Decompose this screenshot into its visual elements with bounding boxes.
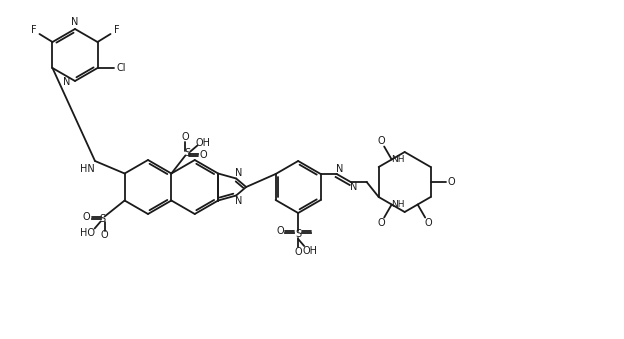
Text: S: S: [100, 215, 105, 224]
Text: S: S: [184, 147, 190, 158]
Text: HN: HN: [80, 164, 94, 174]
Text: N: N: [350, 182, 358, 192]
Text: O: O: [295, 247, 302, 257]
Text: O: O: [101, 231, 109, 240]
Text: F: F: [31, 25, 36, 35]
Text: O: O: [182, 132, 189, 141]
Text: Cl: Cl: [117, 63, 126, 73]
Text: S: S: [295, 229, 301, 239]
Text: OH: OH: [196, 138, 211, 147]
Text: O: O: [276, 226, 284, 236]
Text: OH: OH: [303, 246, 318, 256]
Text: N: N: [235, 197, 243, 206]
Text: O: O: [378, 136, 385, 146]
Text: O: O: [424, 218, 432, 228]
Text: F: F: [114, 25, 119, 35]
Text: O: O: [83, 212, 90, 221]
Text: N: N: [235, 167, 243, 178]
Text: HO: HO: [80, 228, 95, 239]
Text: O: O: [200, 151, 207, 160]
Text: NH: NH: [391, 200, 404, 209]
Text: O: O: [448, 177, 456, 187]
Text: NH: NH: [391, 155, 404, 164]
Text: O: O: [378, 218, 385, 228]
Text: N: N: [63, 77, 71, 87]
Text: N: N: [71, 17, 79, 27]
Text: N: N: [336, 164, 343, 174]
